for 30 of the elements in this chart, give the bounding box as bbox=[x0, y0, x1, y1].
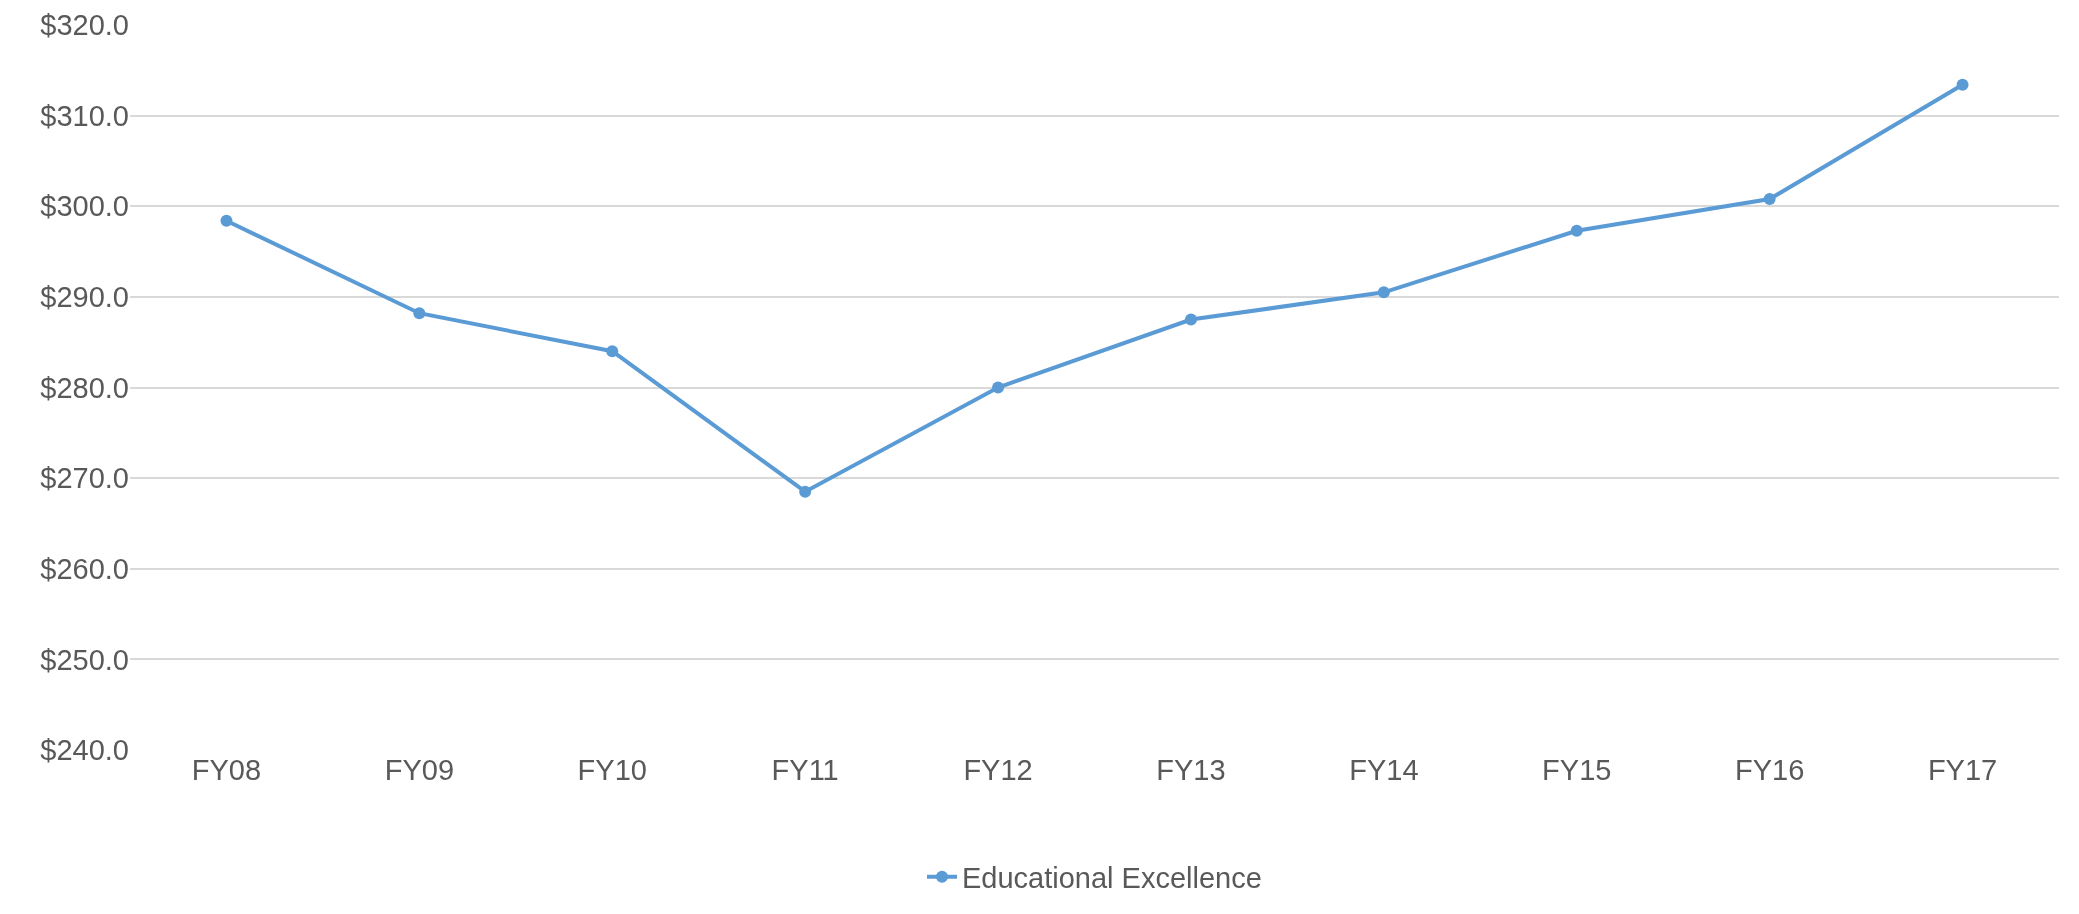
x-tick-label: FY13 bbox=[1156, 754, 1226, 786]
point bbox=[799, 485, 812, 498]
x-tick-label: FY12 bbox=[963, 754, 1033, 786]
x-tick-label: FY08 bbox=[191, 754, 262, 786]
point bbox=[1184, 313, 1197, 326]
y-tick-label: $320.0 bbox=[40, 9, 129, 42]
x-tick-label: FY15 bbox=[1542, 754, 1612, 786]
point bbox=[413, 307, 426, 320]
x-tick-label: FY14 bbox=[1349, 754, 1419, 786]
point bbox=[992, 381, 1005, 394]
point bbox=[1763, 193, 1776, 205]
x-tick-label: FY10 bbox=[577, 754, 647, 786]
x-tick-label: FY11 bbox=[771, 754, 839, 786]
point bbox=[1570, 224, 1583, 237]
x-tick-label: FY16 bbox=[1734, 754, 1805, 786]
y-tick-label: $280.0 bbox=[40, 371, 129, 404]
y-tick-label: $310.0 bbox=[40, 99, 129, 132]
y-tick-label: $250.0 bbox=[40, 643, 129, 676]
x-tick-label: FY17 bbox=[1927, 754, 1998, 786]
point bbox=[1377, 286, 1390, 299]
legend-label: Educational Excellence bbox=[962, 862, 1262, 895]
y-tick-label: $240.0 bbox=[40, 734, 129, 767]
point bbox=[1956, 78, 1969, 91]
y-tick-label: $290.0 bbox=[40, 281, 129, 314]
point bbox=[606, 345, 619, 358]
y-tick-label: $270.0 bbox=[40, 462, 129, 495]
y-tick-label: $300.0 bbox=[40, 190, 129, 223]
point bbox=[220, 214, 233, 227]
x-tick-label: FY09 bbox=[384, 754, 455, 786]
y-tick-label: $260.0 bbox=[40, 552, 129, 585]
